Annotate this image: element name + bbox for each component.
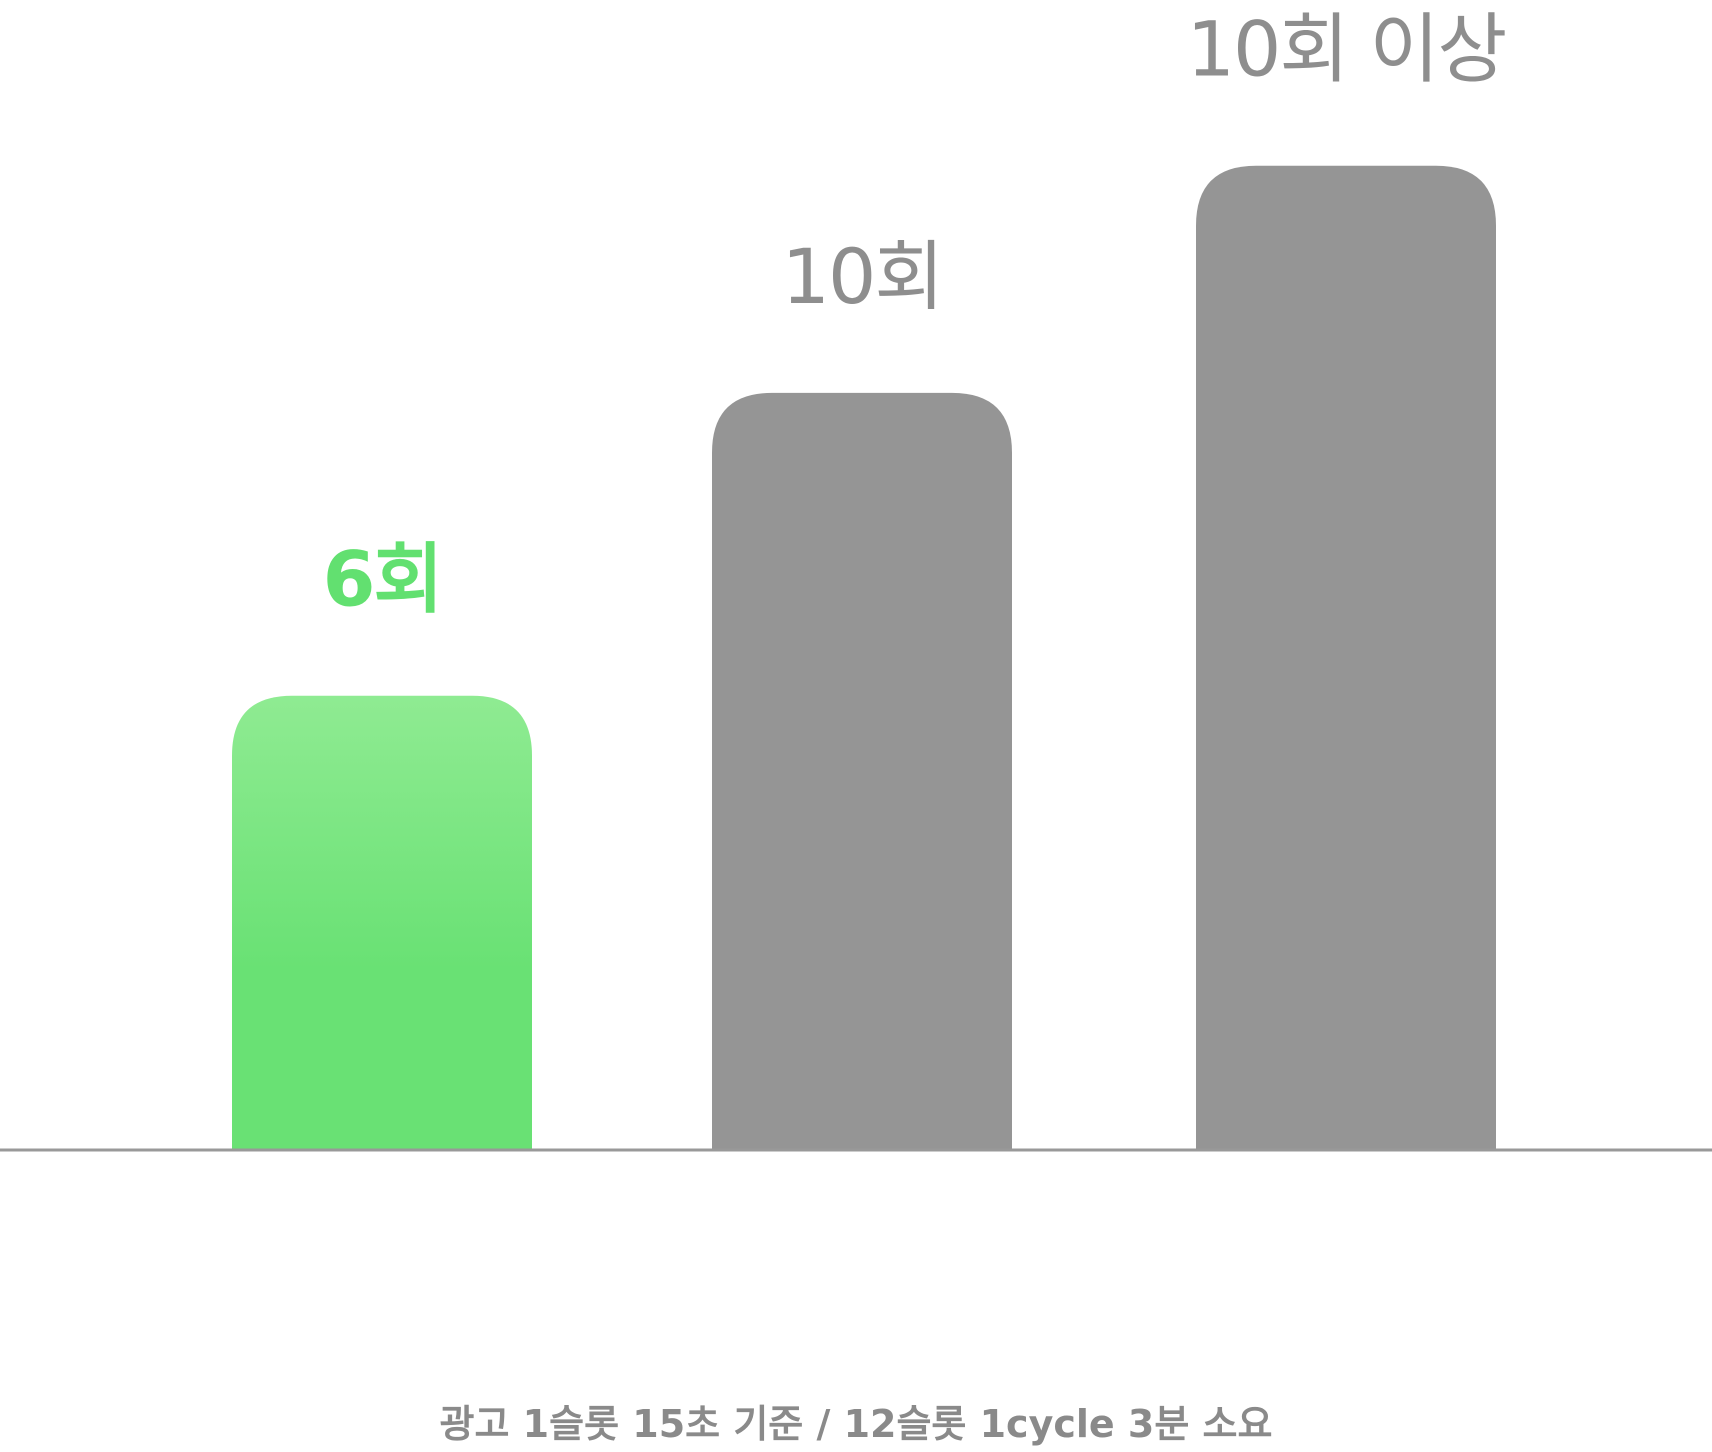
bar-1 xyxy=(232,696,532,1150)
data-label-2: 10회 xyxy=(782,232,943,321)
bar-3 xyxy=(1196,166,1496,1150)
data-label-1: 6회 xyxy=(323,535,442,624)
bar-2 xyxy=(712,393,1012,1150)
chart-footnote: 광고 1슬롯 15초 기준 / 12슬롯 1cycle 3분 소요 xyxy=(440,1402,1273,1446)
data-label-3: 10회 이상 xyxy=(1187,5,1506,94)
